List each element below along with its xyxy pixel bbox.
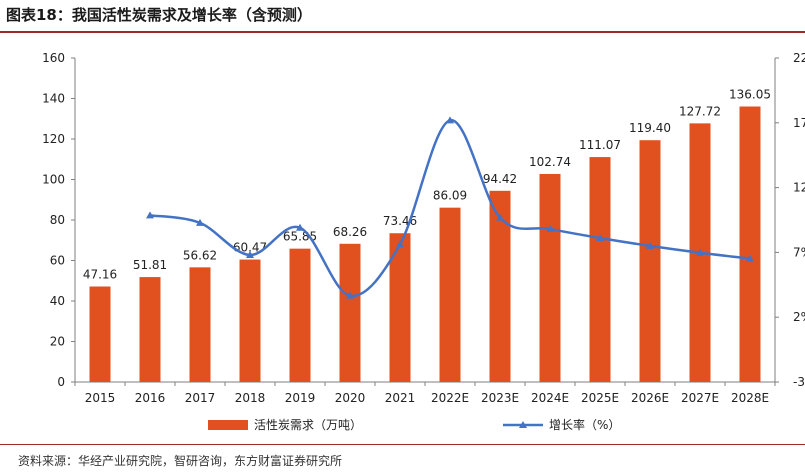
axes <box>71 57 779 386</box>
bar-data-label: 51.81 <box>133 258 167 272</box>
bar <box>389 233 411 382</box>
bar-data-label: 102.74 <box>529 155 571 169</box>
right-tick-label: 2% <box>793 310 805 324</box>
growth-rate-marker <box>246 250 254 258</box>
bar <box>439 207 461 382</box>
growth-rate-marker <box>596 234 604 242</box>
bar <box>89 286 111 382</box>
bar-data-label: 119.40 <box>629 121 671 135</box>
left-tick-label: 20 <box>50 335 65 349</box>
x-tick-label: 2028E <box>731 391 769 405</box>
growth-rate-marker <box>696 248 704 256</box>
growth-rate-marker <box>146 211 154 219</box>
growth-rate-marker <box>396 240 404 248</box>
bar-data-label: 68.26 <box>333 225 367 239</box>
bar-data-label: 60.47 <box>233 241 267 255</box>
bar-data-label: 56.62 <box>183 248 217 262</box>
x-tick-label: 2027E <box>681 391 719 405</box>
bar <box>589 157 611 382</box>
x-tick-label: 2015 <box>85 391 116 405</box>
growth-rate-marker <box>196 218 204 226</box>
right-tick-label: 7% <box>793 245 805 259</box>
growth-rate-marker <box>546 224 554 232</box>
tick-labels: 0 20 40 60 80 100 120 140 160 -3% 2% 7% 12% 17% 22% 201… <box>42 51 805 405</box>
bar-data-label: 127.72 <box>679 104 721 118</box>
bar-data-label: 65.85 <box>283 230 317 244</box>
source-note: 资料来源：华经产业研究院，智研咨询，东方财富证券研究所 <box>18 454 343 468</box>
bar-data-label: 111.07 <box>579 138 621 152</box>
bar <box>339 243 361 382</box>
left-tick-label: 80 <box>50 213 65 227</box>
left-tick-label: 0 <box>57 375 65 389</box>
growth-rate-marker <box>296 223 304 231</box>
figure-title: 图表18：我国活性炭需求及增长率（含预测） <box>6 6 312 24</box>
bar <box>639 140 661 382</box>
bar <box>539 173 561 382</box>
growth-rate-marker <box>746 254 754 262</box>
x-tick-label: 2020 <box>335 391 366 405</box>
legend: 活性炭需求（万吨） 增长率（%） <box>208 417 620 432</box>
x-tick-label: 2022E <box>431 391 469 405</box>
legend-label-bar: 活性炭需求（万吨） <box>254 418 362 432</box>
x-tick-label: 2019 <box>285 391 316 405</box>
bar-data-label: 136.05 <box>729 87 771 101</box>
legend-marker-line <box>519 421 527 428</box>
left-tick-label: 140 <box>42 92 65 106</box>
left-tick-label: 60 <box>50 254 65 268</box>
line-series <box>146 116 754 299</box>
right-tick-label: 17% <box>793 116 805 130</box>
bar-data-label: 94.42 <box>483 172 517 186</box>
bar <box>489 190 511 382</box>
bar-data-label: 86.09 <box>433 189 467 203</box>
legend-label-line: 增长率（%） <box>549 417 620 432</box>
growth-rate-marker <box>646 241 654 249</box>
bar <box>289 248 311 382</box>
x-tick-label: 2024E <box>531 391 569 405</box>
bar-series <box>89 106 761 382</box>
left-tick-label: 160 <box>42 51 65 65</box>
right-tick-label: 22% <box>793 51 805 65</box>
growth-rate-marker <box>446 116 454 124</box>
bar <box>239 259 261 382</box>
growth-rate-marker <box>496 213 504 221</box>
x-tick-label: 2026E <box>631 391 669 405</box>
legend-swatch-bar <box>208 420 248 430</box>
title-rule <box>0 31 805 33</box>
x-tick-label: 2016 <box>135 391 166 405</box>
left-tick-label: 100 <box>42 173 65 187</box>
left-tick-label: 40 <box>50 294 65 308</box>
left-tick-label: 120 <box>42 132 65 146</box>
source-rule <box>0 444 805 445</box>
right-tick-label: -3% <box>793 375 805 389</box>
bar <box>189 267 211 382</box>
x-tick-label: 2025E <box>581 391 619 405</box>
x-tick-label: 2023E <box>481 391 519 405</box>
bar-data-label: 47.16 <box>83 268 117 282</box>
right-tick-label: 12% <box>793 181 805 195</box>
bar <box>739 106 761 382</box>
bar <box>139 277 161 382</box>
x-tick-label: 2018 <box>235 391 266 405</box>
x-tick-label: 2017 <box>185 391 216 405</box>
growth-rate-marker <box>346 291 354 299</box>
x-tick-label: 2021 <box>385 391 416 405</box>
